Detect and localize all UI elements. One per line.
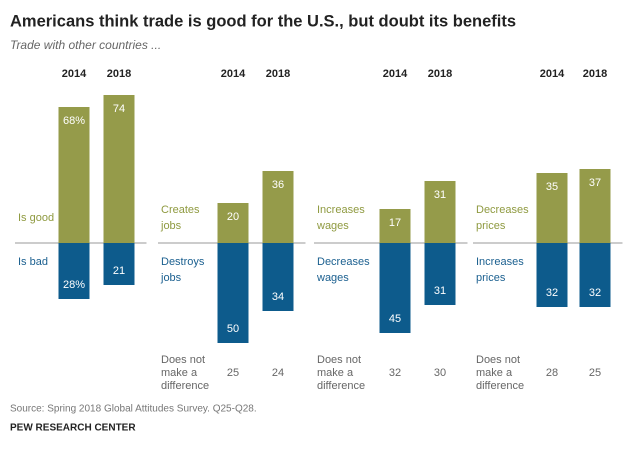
value-label: 37 [589, 177, 601, 189]
year-label: 2014 [383, 68, 408, 80]
value-label: 50 [227, 323, 239, 335]
chart-title: Americans think trade is good for the U.… [10, 12, 516, 30]
value-label: 68% [63, 115, 85, 127]
no-difference-label: Does not make a difference [161, 354, 209, 392]
value-label: 21 [113, 265, 125, 277]
bar [579, 243, 611, 307]
no-difference-value: 32 [389, 367, 401, 379]
source-note: Source: Spring 2018 Global Attitudes Sur… [10, 404, 257, 415]
bar [58, 243, 90, 299]
value-label: 32 [589, 287, 601, 299]
series-label: Destroys jobs [160, 256, 207, 284]
value-label: 34 [272, 291, 284, 303]
no-difference-label: Does not make a difference [476, 354, 524, 392]
year-label: 2014 [540, 68, 565, 80]
year-label: 2018 [107, 68, 131, 80]
no-difference-value: 25 [227, 367, 239, 379]
year-label: 2018 [428, 68, 452, 80]
value-label: 31 [434, 189, 446, 201]
bar [536, 243, 568, 307]
bar [103, 243, 135, 285]
value-label: 28% [63, 279, 85, 291]
no-difference-value: 28 [546, 367, 558, 379]
bar [217, 203, 249, 243]
bar [379, 243, 411, 333]
value-label: 32 [546, 287, 558, 299]
value-label: 45 [389, 313, 401, 325]
value-label: 36 [272, 179, 284, 191]
year-label: 2014 [221, 68, 246, 80]
bar [424, 181, 456, 243]
bar [217, 243, 249, 343]
no-difference-label: Does not make a difference [317, 354, 365, 392]
value-label: 17 [389, 217, 401, 229]
bar [424, 243, 456, 305]
series-label: Is good [18, 212, 54, 224]
bar [58, 107, 90, 243]
series-label: Decreases wages [316, 256, 373, 284]
year-label: 2014 [62, 68, 87, 80]
bar [579, 169, 611, 243]
series-label: Decreases prices [476, 204, 532, 232]
series-label: Is bad [18, 256, 48, 268]
no-difference-value: 30 [434, 367, 446, 379]
value-label: 20 [227, 211, 239, 223]
publisher: PEW RESEARCH CENTER [10, 423, 136, 434]
value-label: 31 [434, 285, 446, 297]
bar [103, 95, 135, 243]
series-label: Creates jobs [160, 204, 203, 232]
value-label: 35 [546, 181, 558, 193]
value-label: 74 [113, 103, 125, 115]
bar [262, 171, 294, 243]
no-difference-value: 24 [272, 367, 284, 379]
series-label: Increases wages [316, 204, 368, 232]
no-difference-value: 25 [589, 367, 601, 379]
year-label: 2018 [583, 68, 607, 80]
bar [536, 173, 568, 243]
year-label: 2018 [266, 68, 290, 80]
bar [262, 243, 294, 311]
bar [379, 209, 411, 243]
series-label: Increases prices [476, 256, 527, 284]
chart-subtitle: Trade with other countries ... [10, 38, 161, 52]
